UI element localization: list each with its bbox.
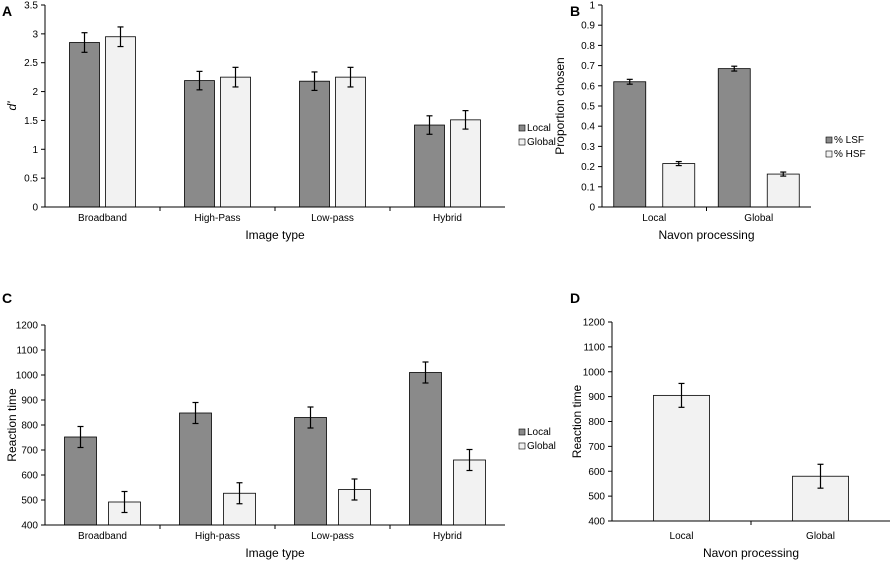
y-tick-label: 1200 bbox=[16, 321, 39, 332]
y-tick-label: 600 bbox=[21, 471, 38, 482]
y-tick-label: 0.1 bbox=[581, 182, 595, 193]
y-tick-label: 500 bbox=[21, 496, 38, 507]
x-category-label: Broadband bbox=[78, 213, 127, 224]
y-tick-label: 3.5 bbox=[24, 1, 38, 12]
y-tick-label: 400 bbox=[21, 521, 38, 532]
y-tick-label: 1000 bbox=[16, 371, 39, 382]
bar bbox=[450, 119, 481, 208]
bar bbox=[179, 412, 212, 526]
x-category-label: Local bbox=[642, 213, 666, 224]
bar bbox=[766, 173, 800, 208]
y-tick-label: 900 bbox=[588, 392, 605, 403]
legend-swatch bbox=[825, 150, 833, 158]
panel-b: B 0 0.1 0.2 0.3 0.4 0.5 0.6 0.7 0.8 0.9 1 Local Globa… bbox=[553, 1, 866, 243]
legend-label: % HSF bbox=[834, 149, 866, 160]
panel-letter: C bbox=[2, 290, 12, 306]
legend-swatch bbox=[518, 138, 526, 146]
panel-d: D 400 500 600 700 800 900 1000 1100 1200 Local Glob… bbox=[570, 290, 890, 560]
bar bbox=[335, 76, 366, 208]
legend-swatch bbox=[518, 442, 526, 450]
panel-letter: B bbox=[570, 3, 580, 19]
x-category-label: Low-pass bbox=[311, 531, 354, 542]
legend-label: Local bbox=[527, 123, 551, 134]
x-axis-title: Image type bbox=[245, 228, 305, 242]
y-tick-label: 1 bbox=[32, 145, 38, 156]
y-tick-label: 1.5 bbox=[24, 116, 38, 127]
legend-swatch bbox=[518, 428, 526, 436]
x-category-label: Broadband bbox=[78, 531, 127, 542]
y-tick-label: 0 bbox=[32, 203, 38, 214]
bar bbox=[613, 81, 647, 208]
y-axis-title: d' bbox=[5, 101, 19, 111]
y-tick-label: 800 bbox=[21, 421, 38, 432]
bar bbox=[653, 394, 710, 522]
x-category-label: Hybrid bbox=[433, 213, 462, 224]
y-tick-label: 800 bbox=[588, 417, 605, 428]
panel-a: A 0 0.5 1 1.5 2 2.5 3 3.5 Broadband High-Pass Low-p… bbox=[2, 1, 556, 243]
bar bbox=[220, 76, 251, 208]
legend: Local Global bbox=[518, 123, 556, 148]
y-tick-label: 3 bbox=[32, 29, 38, 40]
bar bbox=[409, 372, 442, 526]
bar bbox=[662, 163, 696, 208]
x-category-label: Local bbox=[670, 531, 694, 542]
y-tick-label: 0.5 bbox=[581, 102, 595, 113]
y-tick-label: 0.3 bbox=[581, 142, 595, 153]
y-tick-label: 0.6 bbox=[581, 81, 595, 92]
legend-swatch bbox=[518, 124, 526, 132]
y-tick-label: 0.5 bbox=[24, 174, 38, 185]
x-category-label: Hybrid bbox=[433, 531, 462, 542]
y-tick-label: 1 bbox=[589, 1, 595, 12]
bar bbox=[717, 68, 751, 208]
y-tick-label: 400 bbox=[588, 517, 605, 528]
y-axis-title: Reaction time bbox=[5, 388, 19, 462]
x-axis-title: Navon processing bbox=[703, 546, 799, 560]
x-category-label: Global bbox=[806, 531, 835, 542]
panel-c: C 400 500 600 700 800 900 1000 1100 1200 Broadband… bbox=[2, 290, 556, 560]
y-tick-label: 0.9 bbox=[581, 21, 595, 32]
y-tick-label: 0.2 bbox=[581, 162, 595, 173]
x-category-label: High-Pass bbox=[194, 213, 240, 224]
y-axis-title: Proportion chosen bbox=[553, 57, 567, 154]
panel-letter: A bbox=[2, 3, 12, 19]
legend-label: % LSF bbox=[834, 135, 864, 146]
panel-letter: D bbox=[570, 290, 580, 306]
bar bbox=[64, 436, 97, 526]
y-tick-label: 0.8 bbox=[581, 41, 595, 52]
y-tick-label: 0.4 bbox=[581, 122, 595, 133]
y-tick-label: 1100 bbox=[16, 346, 38, 357]
y-axis-title: Reaction time bbox=[570, 384, 584, 458]
legend-label: Global bbox=[527, 441, 556, 452]
y-tick-label: 0 bbox=[589, 203, 595, 214]
x-category-label: High-pass bbox=[195, 531, 240, 542]
y-tick-label: 600 bbox=[588, 467, 605, 478]
y-tick-label: 1200 bbox=[583, 318, 606, 329]
bar bbox=[294, 417, 327, 526]
x-axis-title: Image type bbox=[245, 546, 305, 560]
legend-label: Global bbox=[527, 137, 556, 148]
y-tick-label: 1100 bbox=[583, 342, 605, 353]
y-tick-label: 900 bbox=[21, 396, 38, 407]
legend: % LSF % HSF bbox=[825, 135, 866, 160]
legend: Local Global bbox=[518, 427, 556, 452]
bar bbox=[414, 124, 445, 208]
y-tick-label: 700 bbox=[21, 446, 38, 457]
y-tick-label: 700 bbox=[588, 442, 605, 453]
x-category-label: Global bbox=[744, 213, 773, 224]
y-tick-label: 2 bbox=[32, 87, 38, 98]
y-tick-label: 1000 bbox=[583, 367, 606, 378]
bar bbox=[69, 42, 100, 208]
bar bbox=[299, 80, 330, 208]
bar bbox=[105, 36, 136, 208]
y-tick-label: 500 bbox=[588, 492, 605, 503]
bar bbox=[184, 80, 215, 208]
legend-swatch bbox=[825, 136, 833, 144]
x-category-label: Low-pass bbox=[311, 213, 354, 224]
legend-label: Local bbox=[527, 427, 551, 438]
y-tick-label: 0.7 bbox=[581, 61, 595, 72]
x-axis-title: Navon processing bbox=[658, 228, 754, 242]
y-tick-label: 2.5 bbox=[24, 58, 38, 69]
